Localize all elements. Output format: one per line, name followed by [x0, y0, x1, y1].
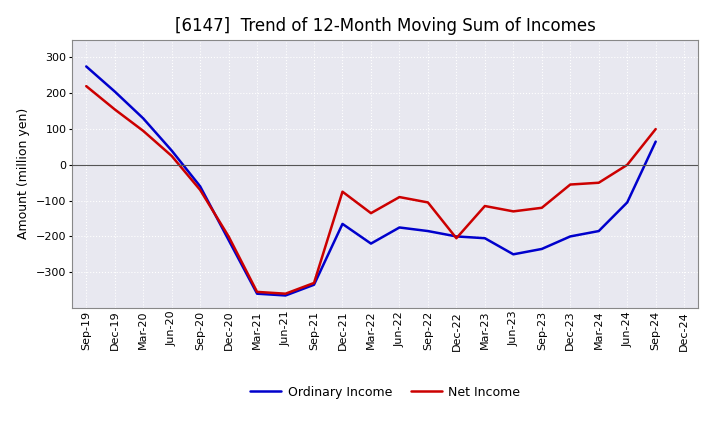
Ordinary Income: [566, 234, 575, 239]
Net Income: [537, 205, 546, 210]
Net Income: [167, 153, 176, 158]
Ordinary Income: [338, 221, 347, 227]
Ordinary Income: [196, 183, 204, 189]
Ordinary Income: [110, 89, 119, 94]
Title: [6147]  Trend of 12-Month Moving Sum of Incomes: [6147] Trend of 12-Month Moving Sum of I…: [175, 17, 595, 35]
Net Income: [652, 126, 660, 132]
Ordinary Income: [310, 282, 318, 287]
Net Income: [139, 128, 148, 133]
Ordinary Income: [537, 246, 546, 252]
Y-axis label: Amount (million yen): Amount (million yen): [17, 108, 30, 239]
Net Income: [282, 291, 290, 296]
Ordinary Income: [452, 234, 461, 239]
Net Income: [366, 210, 375, 216]
Net Income: [509, 209, 518, 214]
Net Income: [253, 289, 261, 294]
Ordinary Income: [595, 228, 603, 234]
Net Income: [452, 235, 461, 241]
Legend: Ordinary Income, Net Income: Ordinary Income, Net Income: [245, 381, 526, 404]
Net Income: [82, 84, 91, 89]
Net Income: [423, 200, 432, 205]
Ordinary Income: [652, 139, 660, 144]
Ordinary Income: [167, 148, 176, 153]
Ordinary Income: [282, 293, 290, 298]
Line: Net Income: Net Income: [86, 86, 656, 293]
Net Income: [196, 187, 204, 193]
Net Income: [338, 189, 347, 194]
Net Income: [623, 162, 631, 168]
Line: Ordinary Income: Ordinary Income: [86, 66, 656, 296]
Ordinary Income: [395, 225, 404, 230]
Ordinary Income: [623, 200, 631, 205]
Net Income: [395, 194, 404, 200]
Ordinary Income: [509, 252, 518, 257]
Ordinary Income: [82, 64, 91, 69]
Net Income: [310, 280, 318, 286]
Ordinary Income: [366, 241, 375, 246]
Net Income: [225, 234, 233, 239]
Ordinary Income: [253, 291, 261, 296]
Ordinary Income: [423, 228, 432, 234]
Ordinary Income: [139, 116, 148, 121]
Net Income: [595, 180, 603, 185]
Net Income: [480, 203, 489, 209]
Net Income: [566, 182, 575, 187]
Ordinary Income: [480, 235, 489, 241]
Net Income: [110, 107, 119, 112]
Ordinary Income: [225, 237, 233, 242]
